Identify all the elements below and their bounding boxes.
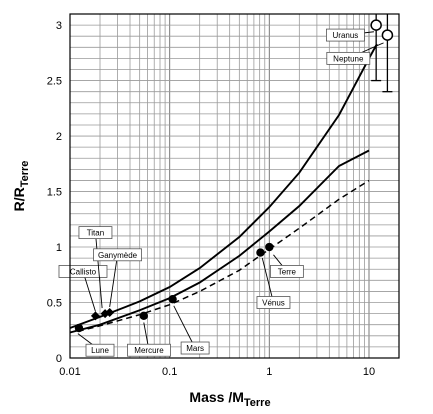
ganymede-leader [109, 254, 118, 308]
venus-label: Vénus [262, 299, 285, 308]
x-tick-label: 0.01 [59, 366, 80, 378]
solid-curve [69, 43, 378, 329]
terre-point [265, 242, 274, 252]
venus-point [256, 248, 265, 257]
y-tick-label: 0 [56, 353, 62, 365]
y-tick-label: 1.5 [47, 187, 62, 199]
uranus-label: Uranus [333, 31, 359, 40]
x-tick-label: 10 [363, 366, 375, 378]
ganymede-label-box [93, 248, 142, 262]
neptune-point [381, 29, 394, 41]
lune-label-box [85, 343, 115, 357]
x-tick-label: 1 [266, 366, 272, 378]
y-tick-label: 1 [56, 242, 62, 254]
venus-leader [261, 258, 274, 303]
mercure-point [139, 311, 148, 321]
x-tick-label: 0.1 [162, 366, 177, 378]
callisto-point [90, 311, 100, 321]
y-axis-title: R/RTerre [11, 161, 31, 212]
callisto-label-box [58, 265, 108, 278]
titan-leader [94, 232, 103, 309]
mars-leader [173, 305, 196, 349]
y-tick-label: 3 [56, 20, 62, 32]
lune-point [74, 323, 84, 333]
dashed-curve [77, 179, 370, 333]
tick-labels: 0.01 0.1 1 10 0 0.5 1 1.5 2 2.5 3 [47, 20, 375, 378]
mercure-label: Mercure [134, 346, 164, 355]
mercure-label-box [127, 343, 171, 357]
lune-label: Lune [91, 346, 109, 355]
y-tick-label: 2.5 [47, 76, 62, 88]
mars-point [168, 294, 177, 304]
terre-label: Terre [278, 267, 297, 276]
y-tick-label: 0.5 [47, 298, 62, 310]
ganymede-label: Ganymède [98, 251, 138, 260]
y-tick-label: 2 [56, 131, 62, 143]
solid-curve [69, 149, 370, 334]
model-curves [69, 43, 378, 334]
neptune-label: Neptune [333, 54, 364, 63]
titan-label: Titan [87, 229, 105, 238]
x-axis-title: Mass /MTerre [189, 389, 270, 409]
titan-label-box [78, 226, 113, 240]
data-points [74, 14, 394, 333]
neptune-label-box [326, 51, 371, 65]
ganymede-point [105, 308, 115, 318]
plot-frame [69, 13, 400, 359]
callisto-label: Callisto [70, 267, 97, 276]
venus-label-box [256, 296, 291, 309]
uranus-label-box [326, 28, 365, 42]
terre-label-box [269, 265, 304, 278]
mars-label-box [180, 341, 210, 355]
mars-label: Mars [186, 344, 204, 353]
point-callouts: Lune Mercure Mars Vénus Terre Callisto Titan Ga… [58, 28, 384, 357]
callisto-leader [82, 271, 96, 312]
grid [69, 14, 400, 358]
uranus-point [370, 19, 382, 31]
